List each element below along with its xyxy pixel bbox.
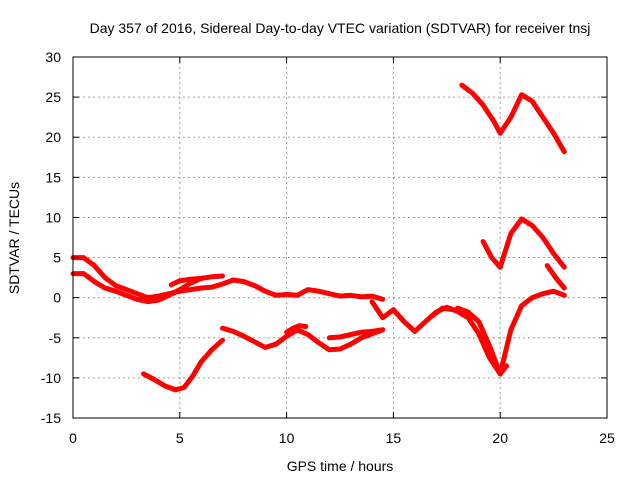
- series-line-track-1: [70, 255, 386, 302]
- series-line-track-13: [544, 263, 567, 291]
- series-line-track-2: [70, 271, 204, 305]
- x-tick-label: 10: [279, 430, 295, 446]
- data-series: [70, 82, 567, 393]
- series-line-track-7: [326, 327, 386, 341]
- x-tick-label: 20: [492, 430, 508, 446]
- axis-ticks: 0 5 10 15 20 25 -15 -10 -5 0 5 10 15 20 25 30: [41, 49, 615, 446]
- series-line-track-12: [480, 216, 567, 270]
- y-tick-label: 10: [45, 209, 61, 225]
- series-line-track-11: [459, 82, 567, 155]
- y-tick-label: 30: [45, 49, 61, 65]
- plot-frame: [72, 56, 608, 419]
- series-line-track-6: [284, 323, 309, 335]
- x-tick-label: 0: [69, 430, 77, 446]
- y-axis-label: SDTVAR / TECUs: [6, 182, 22, 294]
- y-tick-label: -15: [41, 410, 61, 426]
- y-tick-label: 0: [53, 290, 61, 306]
- series-line-track-4: [141, 337, 225, 393]
- chart-title: Day 357 of 2016, Sidereal Day-to-day VTE…: [90, 20, 591, 36]
- series-line-track-10: [429, 305, 478, 321]
- series-line-track-3: [168, 273, 225, 288]
- series-line-track-5: [220, 325, 386, 353]
- x-tick-label: 15: [386, 430, 402, 446]
- x-tick-label: 25: [599, 430, 615, 446]
- series-line-track-9: [455, 305, 510, 377]
- y-tick-label: -5: [49, 330, 62, 346]
- y-tick-label: -10: [41, 370, 61, 386]
- x-tick-label: 5: [176, 430, 184, 446]
- y-tick-label: 20: [45, 129, 61, 145]
- y-tick-label: 15: [45, 169, 61, 185]
- x-axis-label: GPS time / hours: [287, 458, 394, 474]
- y-tick-label: 25: [45, 89, 61, 105]
- y-tick-label: 5: [53, 250, 61, 266]
